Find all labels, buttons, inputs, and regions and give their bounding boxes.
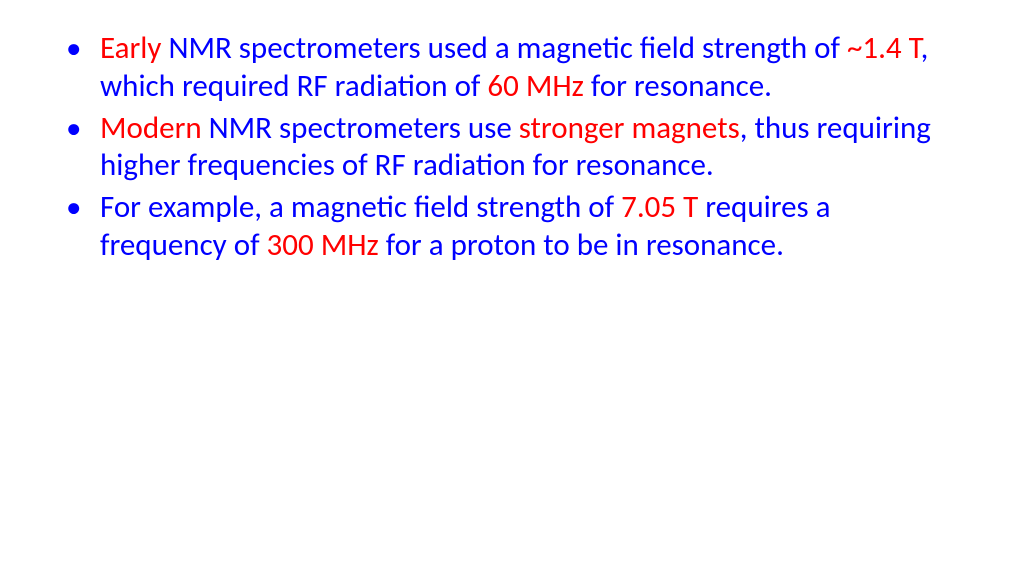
text-segment: 7.05 T [621, 188, 705, 226]
text-segment: Early [100, 29, 168, 67]
text-segment: stronger magnets [519, 109, 740, 147]
text-segment: for a proton to be in resonance. [386, 226, 784, 264]
text-segment: Modern [100, 109, 209, 147]
list-item: For example, a magnetic field strength o… [50, 189, 964, 265]
text-segment: NMR spectrometers used a magnetic field … [168, 29, 847, 67]
text-segment: for resonance. [591, 67, 772, 105]
text-segment: ~1.4 T [847, 29, 921, 67]
list-item: Modern NMR spectrometers use stronger ma… [50, 110, 964, 186]
text-segment: 300 MHz [267, 226, 386, 264]
list-item: Early NMR spectrometers used a magnetic … [50, 30, 964, 106]
bullet-list: Early NMR spectrometers used a magnetic … [50, 30, 964, 265]
text-segment: For example, a magnetic field strength o… [100, 188, 621, 226]
text-segment: 60 MHz [487, 67, 591, 105]
text-segment: NMR spectrometers use [209, 109, 519, 147]
